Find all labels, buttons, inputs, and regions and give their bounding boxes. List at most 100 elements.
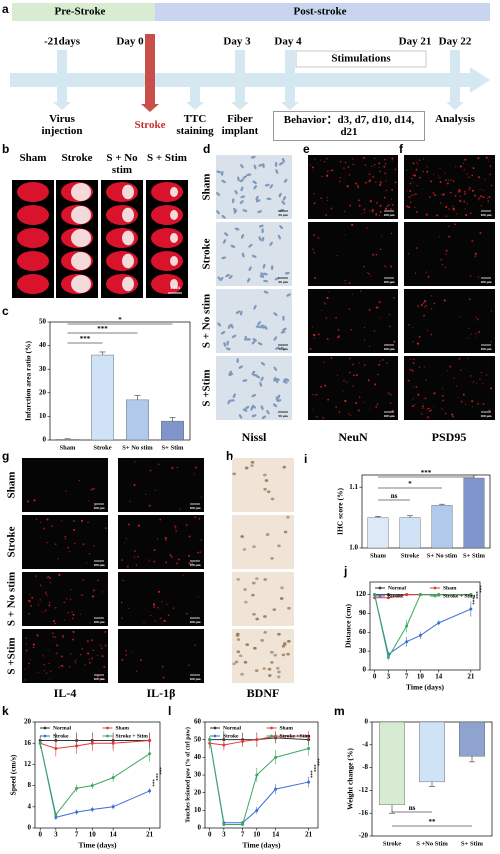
phase-label: Post-stroke	[294, 6, 347, 18]
cell	[49, 677, 51, 680]
panel-letter: a	[2, 2, 9, 16]
cell	[263, 473, 267, 477]
cell	[263, 290, 269, 294]
point	[241, 739, 245, 743]
bar	[126, 399, 149, 441]
cell	[125, 538, 128, 540]
cell	[466, 202, 468, 204]
cell	[102, 678, 105, 681]
cell	[386, 205, 389, 208]
y-tick-label: 1.0	[349, 544, 358, 552]
cell	[421, 413, 423, 415]
cell	[389, 208, 392, 211]
cell	[156, 538, 159, 540]
cell	[457, 190, 460, 193]
cell	[200, 496, 202, 498]
cell	[187, 664, 190, 667]
brain-slice	[151, 182, 183, 202]
cell	[390, 393, 392, 396]
row-label: Stroke	[6, 526, 18, 557]
legend-marker	[433, 586, 437, 590]
cell	[320, 197, 323, 200]
cell	[412, 340, 414, 343]
cell	[31, 596, 34, 599]
cell	[281, 644, 286, 648]
x-axis-label: Time (days)	[406, 683, 444, 692]
cell	[445, 249, 448, 252]
cell	[58, 573, 61, 576]
cell	[161, 601, 163, 603]
row-label: S + No stim	[6, 572, 18, 626]
cell	[357, 409, 360, 412]
cell	[369, 200, 372, 202]
cell	[358, 362, 360, 364]
cell	[216, 210, 220, 215]
lesion	[122, 276, 134, 292]
cell	[239, 310, 243, 316]
cell	[465, 193, 467, 195]
cell	[464, 168, 466, 170]
cell	[415, 168, 418, 170]
cell	[462, 162, 465, 164]
cell	[378, 170, 381, 173]
significance-label: ***	[480, 585, 485, 593]
cell	[90, 657, 93, 660]
cell	[24, 679, 26, 681]
cell	[412, 162, 414, 164]
cell	[413, 181, 415, 183]
cell	[231, 198, 235, 204]
significance-label: ***	[80, 335, 91, 343]
cell	[469, 375, 472, 377]
cell	[438, 236, 440, 238]
cell	[458, 189, 461, 192]
y-tick-label: -8	[362, 763, 368, 771]
cell	[276, 666, 280, 670]
bar	[379, 721, 406, 805]
cell	[428, 407, 430, 410]
cell	[228, 274, 233, 279]
image-label: Nissl	[242, 430, 267, 444]
cell	[283, 641, 287, 645]
point	[418, 593, 422, 597]
cell	[127, 523, 130, 526]
cell	[60, 655, 63, 658]
cell	[71, 611, 73, 614]
cell	[342, 390, 344, 392]
cell	[280, 346, 285, 351]
cell	[258, 224, 264, 228]
cell	[391, 189, 393, 191]
y-tick-label: 1.1	[349, 483, 358, 491]
bar	[91, 354, 114, 441]
cell	[313, 251, 315, 254]
cell	[222, 239, 227, 244]
bar	[459, 721, 486, 757]
panel-letter: e	[303, 142, 310, 156]
point	[241, 822, 245, 826]
y-tick-label: 8	[28, 781, 32, 789]
cell	[317, 333, 320, 336]
cell	[227, 324, 231, 329]
cell	[313, 202, 316, 205]
x-tick-label: 7	[241, 831, 245, 839]
y-tick-label: -4	[362, 740, 368, 748]
cell	[347, 166, 350, 168]
lesion	[122, 184, 134, 200]
cell	[358, 204, 361, 207]
cell	[223, 342, 227, 347]
cell	[237, 176, 240, 182]
cell	[234, 227, 240, 231]
y-tick-label: 20	[194, 788, 202, 796]
cell	[266, 197, 272, 201]
x-tick-label: S+ Stim	[162, 444, 185, 451]
cell	[273, 312, 278, 316]
cell	[188, 554, 191, 557]
legend-label: Stroke + Stim	[443, 593, 476, 599]
scale-label: 100 μm	[383, 347, 394, 351]
cell	[381, 235, 383, 237]
cell	[343, 181, 345, 183]
scale-label: 100 μm	[189, 506, 200, 510]
bar	[161, 420, 184, 441]
series-line	[209, 739, 309, 825]
cell	[81, 648, 84, 650]
cell	[429, 196, 431, 198]
